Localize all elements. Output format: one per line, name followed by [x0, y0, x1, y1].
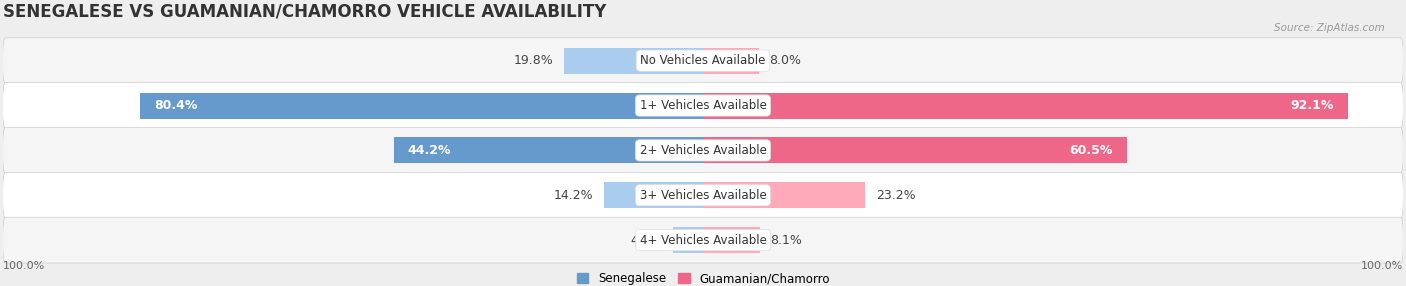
Text: 80.4%: 80.4%: [155, 99, 197, 112]
Text: 1+ Vehicles Available: 1+ Vehicles Available: [640, 99, 766, 112]
Text: No Vehicles Available: No Vehicles Available: [640, 54, 766, 67]
Text: Source: ZipAtlas.com: Source: ZipAtlas.com: [1274, 23, 1385, 33]
Bar: [703, 48, 759, 74]
Bar: [703, 227, 759, 253]
FancyBboxPatch shape: [3, 172, 1403, 218]
FancyBboxPatch shape: [3, 128, 1403, 173]
Bar: [141, 92, 703, 118]
Text: SENEGALESE VS GUAMANIAN/CHAMORRO VEHICLE AVAILABILITY: SENEGALESE VS GUAMANIAN/CHAMORRO VEHICLE…: [3, 2, 606, 20]
Text: 8.0%: 8.0%: [769, 54, 801, 67]
Text: 60.5%: 60.5%: [1069, 144, 1112, 157]
Text: 44.2%: 44.2%: [408, 144, 451, 157]
Bar: [394, 137, 703, 163]
Bar: [703, 137, 1126, 163]
Text: 100.0%: 100.0%: [1361, 261, 1403, 271]
FancyBboxPatch shape: [3, 83, 1403, 128]
Text: 4.3%: 4.3%: [631, 234, 662, 247]
Legend: Senegalese, Guamanian/Chamorro: Senegalese, Guamanian/Chamorro: [576, 272, 830, 285]
Text: 8.1%: 8.1%: [770, 234, 801, 247]
Text: 4+ Vehicles Available: 4+ Vehicles Available: [640, 234, 766, 247]
Bar: [703, 92, 1348, 118]
Text: 2+ Vehicles Available: 2+ Vehicles Available: [640, 144, 766, 157]
Text: 23.2%: 23.2%: [876, 189, 915, 202]
Text: 3+ Vehicles Available: 3+ Vehicles Available: [640, 189, 766, 202]
FancyBboxPatch shape: [3, 38, 1403, 84]
Text: 92.1%: 92.1%: [1291, 99, 1334, 112]
FancyBboxPatch shape: [3, 217, 1403, 263]
Bar: [603, 182, 703, 208]
Text: 100.0%: 100.0%: [3, 261, 45, 271]
Bar: [564, 48, 703, 74]
Text: 14.2%: 14.2%: [554, 189, 593, 202]
Text: 19.8%: 19.8%: [515, 54, 554, 67]
Bar: [673, 227, 703, 253]
Bar: [703, 182, 866, 208]
